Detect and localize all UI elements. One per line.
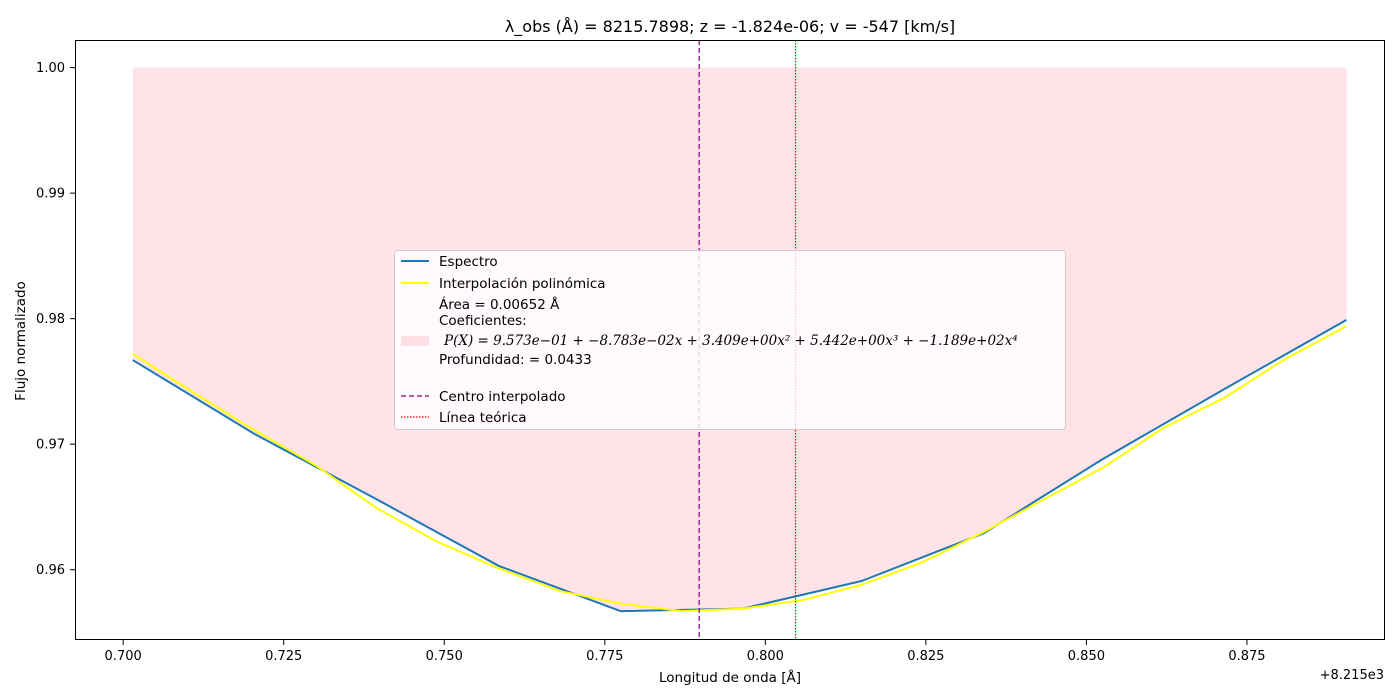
legend-coef-label: Coeficientes: bbox=[439, 313, 527, 329]
y-tick-label: 0.98 bbox=[36, 312, 65, 327]
y-axis-label: Flujo normalizado bbox=[13, 281, 29, 401]
x-tick-label: 0.825 bbox=[907, 649, 944, 664]
legend-label-linea-teorica: Línea teórica bbox=[439, 410, 527, 426]
legend-depth-label: Profundidad: = 0.0433 bbox=[439, 352, 592, 368]
x-axis-ticks: 0.700 0.725 0.750 0.775 0.800 0.825 0.850 0.875 bbox=[105, 640, 1266, 664]
y-axis-ticks: 0.96 0.97 0.98 0.99 1.00 bbox=[36, 61, 75, 578]
x-offset-label: +8.215e3 bbox=[1320, 668, 1384, 683]
x-tick-label: 0.850 bbox=[1068, 649, 1105, 664]
series-layer bbox=[132, 319, 1347, 613]
y-tick-label: 0.99 bbox=[36, 187, 65, 202]
chart-title: λ_obs (Å) = 8215.7898; z = -1.824e-06; v… bbox=[505, 17, 955, 37]
y-tick-label: 0.96 bbox=[36, 563, 65, 578]
x-tick-label: 0.750 bbox=[426, 649, 463, 664]
legend-label-centro: Centro interpolado bbox=[439, 389, 566, 405]
x-tick-label: 0.725 bbox=[265, 649, 302, 664]
legend-area-label: Área = 0.00652 Å bbox=[439, 296, 560, 313]
x-tick-label: 0.800 bbox=[747, 649, 784, 664]
legend-box bbox=[394, 250, 1066, 430]
x-tick-label: 0.700 bbox=[105, 649, 142, 664]
x-tick-label: 0.775 bbox=[586, 649, 623, 664]
plot-frame bbox=[75, 40, 1385, 640]
legend: Espectro Interpolación polinómica Área =… bbox=[394, 250, 1066, 430]
series-line-1 bbox=[132, 325, 1347, 613]
legend-formula: P(X) = 9.573e−01 + −8.783e−02x + 3.409e+… bbox=[443, 333, 1018, 349]
x-tick-label: 0.875 bbox=[1228, 649, 1265, 664]
legend-swatch-fill bbox=[401, 336, 429, 346]
y-tick-label: 1.00 bbox=[36, 61, 65, 76]
legend-label-espectro: Espectro bbox=[439, 254, 498, 270]
legend-label-interpolacion: Interpolación polinómica bbox=[439, 276, 606, 292]
y-tick-label: 0.97 bbox=[36, 438, 65, 453]
x-axis-label: Longitud de onda [Å] bbox=[659, 669, 801, 686]
